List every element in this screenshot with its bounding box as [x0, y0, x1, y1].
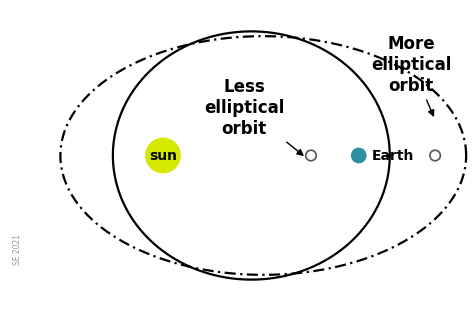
- Text: SE 2021: SE 2021: [13, 234, 22, 265]
- Text: Less
elliptical
orbit: Less elliptical orbit: [204, 78, 303, 155]
- Text: sun: sun: [149, 148, 177, 163]
- Circle shape: [306, 150, 316, 161]
- Circle shape: [430, 150, 440, 161]
- Text: Earth: Earth: [372, 148, 414, 163]
- Circle shape: [352, 148, 366, 163]
- Text: More
elliptical
orbit: More elliptical orbit: [371, 35, 451, 116]
- Circle shape: [146, 138, 180, 173]
